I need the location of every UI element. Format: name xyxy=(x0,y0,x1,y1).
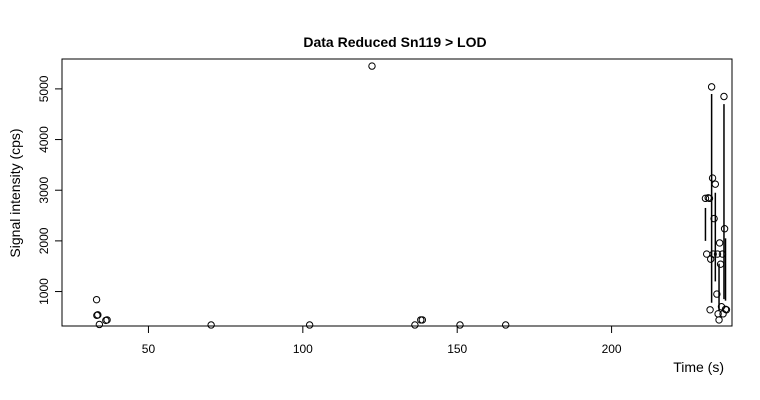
x-tick-label: 50 xyxy=(142,342,156,356)
data-point xyxy=(705,194,714,203)
y-axis-title: Signal intensity (cps) xyxy=(7,128,23,257)
x-axis-title: Time (s) xyxy=(673,359,724,375)
data-point xyxy=(418,316,427,324)
data-point xyxy=(701,194,710,203)
data-point xyxy=(713,250,722,258)
x-tick-label: 150 xyxy=(447,342,467,356)
data-point xyxy=(207,321,215,329)
data-point xyxy=(305,321,314,329)
data-point xyxy=(92,295,101,304)
data-point xyxy=(715,239,724,247)
data-point xyxy=(720,92,728,101)
data-point xyxy=(103,316,111,324)
x-tick-label: 200 xyxy=(602,342,622,356)
chart-title: Data Reduced Sn119 > LOD xyxy=(303,34,486,50)
data-point xyxy=(709,250,717,258)
y-tick-label: 4000 xyxy=(37,126,51,153)
data-point xyxy=(94,311,102,319)
plot-box xyxy=(61,58,733,327)
data-point xyxy=(706,306,714,314)
data-point xyxy=(368,62,376,70)
y-tick-label: 1000 xyxy=(37,278,51,305)
data-point xyxy=(501,321,510,329)
data-point xyxy=(722,306,731,314)
y-tick-label: 5000 xyxy=(37,75,51,102)
x-axis: 50 100 150 200 xyxy=(142,326,622,356)
data-point xyxy=(708,174,717,182)
data-lines xyxy=(704,93,727,311)
y-tick-label: 2000 xyxy=(37,227,51,254)
data-points xyxy=(92,62,731,329)
data-point xyxy=(411,321,419,329)
data-point xyxy=(718,250,727,258)
data-point xyxy=(711,180,720,188)
data-point xyxy=(720,225,729,233)
data-point xyxy=(715,316,723,324)
data-point xyxy=(710,214,718,223)
data-point xyxy=(716,260,725,268)
data-point xyxy=(707,83,716,91)
y-axis: 1000 2000 3000 4000 5000 xyxy=(37,75,62,305)
y-tick-label: 3000 xyxy=(37,177,51,204)
data-point xyxy=(95,320,104,329)
data-point xyxy=(713,290,721,298)
data-point xyxy=(456,321,464,329)
x-tick-label: 100 xyxy=(293,342,313,356)
